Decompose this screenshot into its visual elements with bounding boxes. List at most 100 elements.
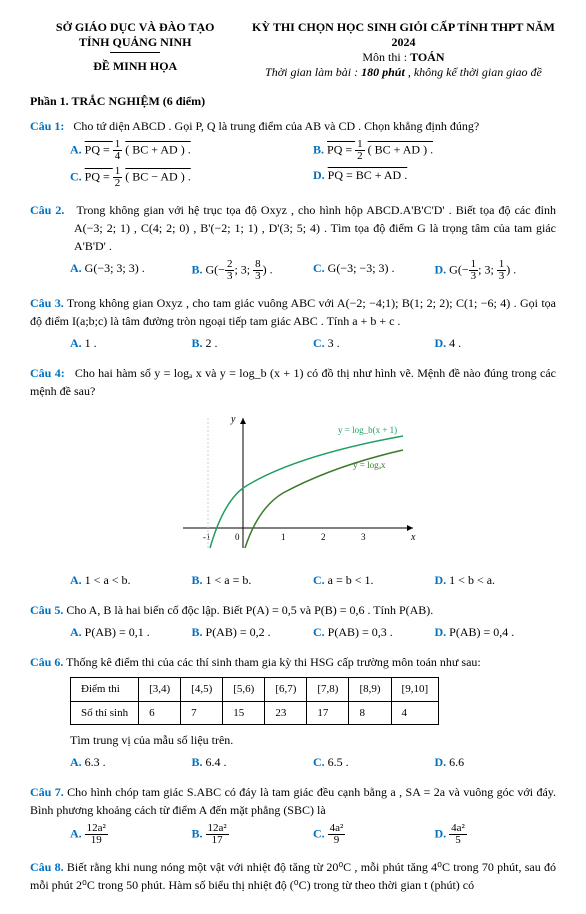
q1-text: Cho tứ diện ABCD . Gọi P, Q là trung điể… <box>73 119 479 133</box>
q7-text: Cho hình chóp tam giác S.ABC có đáy là t… <box>30 785 556 817</box>
q5-opt-d: D. P(AB) = 0,4 . <box>435 623 557 641</box>
q7dl: D. <box>435 826 447 840</box>
duration-prefix: Thời gian làm bài : <box>265 65 361 79</box>
xt0: -1 <box>203 532 211 542</box>
q4-label: Câu 4: <box>30 366 65 380</box>
q4-opt-a: A. 1 < a < b. <box>70 571 192 589</box>
q5-opt-a: A. P(AB) = 0,1 . <box>70 623 192 641</box>
q1-c-pre: PQ = <box>85 169 113 183</box>
q4bl: B. <box>192 573 203 587</box>
xt1: 0 <box>235 532 240 542</box>
q5-label: Câu 5. <box>30 603 63 617</box>
q5ct: P(AB) = 0,3 . <box>328 625 393 639</box>
q2b-mid: ; 3; <box>234 262 253 276</box>
q4-opt-d: D. 1 < b < a. <box>435 571 557 589</box>
q3b-l: B. <box>192 336 203 350</box>
bin-1: [4,5) <box>181 678 223 702</box>
q3c-l: C. <box>313 336 325 350</box>
y-label: y <box>230 414 236 425</box>
q5al: A. <box>70 625 82 639</box>
q2-label: Câu 2. <box>30 203 64 217</box>
q7-opt-d: D. 4a²5 <box>435 823 557 846</box>
q3-opt-b: B. 2 . <box>192 334 314 352</box>
org-line-2: TỈNH QUẢNG NINH <box>30 35 240 50</box>
cnt-6: 4 <box>391 701 439 725</box>
table-row: Điểm thi [3,4) [4,5) [5,6) [6,7) [7,8) [… <box>71 678 439 702</box>
duration-suffix: , không kể thời gian giao đề <box>408 65 542 79</box>
q1-c-post: ( BC − AD ) . <box>125 169 190 183</box>
q3-text: Trong không gian Oxyz , cho tam giác vuô… <box>30 296 556 328</box>
q2d-label: D. <box>435 262 447 276</box>
q2b-d2: 3 <box>253 271 263 282</box>
cnt-4: 17 <box>307 701 349 725</box>
x-label: x <box>410 532 416 543</box>
q1-c-den: 2 <box>113 178 123 189</box>
table-row: Số thí sinh 6 7 15 23 17 8 4 <box>71 701 439 725</box>
q6bt: 6.4 . <box>206 755 227 769</box>
q2d-post: ) . <box>506 262 516 276</box>
q2-opt-c: C. G(−3; −3; 3) . <box>313 259 435 282</box>
opt-d-label: D. <box>313 168 325 182</box>
q2b-label: B. <box>192 262 203 276</box>
bin-2: [5,6) <box>223 678 265 702</box>
cnt-5: 8 <box>349 701 391 725</box>
q1-a-post: ( BC + AD ) . <box>125 142 190 156</box>
q6cl: C. <box>313 755 325 769</box>
q6dl: D. <box>435 755 447 769</box>
page-header: SỞ GIÁO DỤC VÀ ĐÀO TẠO TỈNH QUẢNG NINH Đ… <box>30 20 556 80</box>
q6-opt-d: D. 6.6 <box>435 753 557 771</box>
curve2-label: y = logₐx <box>353 460 386 470</box>
q4bt: 1 < a = b. <box>206 573 252 587</box>
q5cl: C. <box>313 625 325 639</box>
q6-text: Thống kê điểm thi của các thí sinh tham … <box>66 655 481 669</box>
q7-label: Câu 7. <box>30 785 64 799</box>
q4al: A. <box>70 573 82 587</box>
subject-line: Môn thi : TOÁN <box>251 50 556 65</box>
q7-opt-c: C. 4a²9 <box>313 823 435 846</box>
question-4: Câu 4: Cho hai hàm số y = logₐ x và y = … <box>30 364 556 593</box>
q6dt: 6.6 <box>449 755 464 769</box>
cnt-3: 23 <box>265 701 307 725</box>
q3-opt-d: D. 4 . <box>435 334 557 352</box>
q1-opt-a: A. PQ = 14 ( BC + AD ) . <box>70 139 313 162</box>
xt3: 2 <box>321 532 326 542</box>
q5-text: Cho A, B là hai biến cố độc lập. Biết P(… <box>66 603 433 617</box>
bin-4: [7,8) <box>307 678 349 702</box>
org-line-1: SỞ GIÁO DỤC VÀ ĐÀO TẠO <box>30 20 240 35</box>
question-8: Câu 8. Biết rằng khi nung nóng một vật v… <box>30 858 556 894</box>
q1-opt-c: C. PQ = 12 ( BC − AD ) . <box>70 166 313 189</box>
q3a-t: 1 . <box>85 336 97 350</box>
q3-opt-c: C. 3 . <box>313 334 435 352</box>
q4dl: D. <box>435 573 447 587</box>
q4-opt-b: B. 1 < a = b. <box>192 571 314 589</box>
question-2: Câu 2. Trong không gian với hệ trục tọa … <box>30 201 556 286</box>
q3d-t: 4 . <box>449 336 461 350</box>
q2-text: Trong không gian với hệ trục tọa độ Oxyz… <box>74 203 556 253</box>
q2-opt-b: B. G(−23; 3; 83) . <box>192 259 314 282</box>
question-7: Câu 7. Cho hình chóp tam giác S.ABC có đ… <box>30 783 556 850</box>
th-cnt: Số thí sinh <box>71 701 139 725</box>
q6al: A. <box>70 755 82 769</box>
opt-b-label: B. <box>313 142 324 156</box>
cnt-2: 15 <box>223 701 265 725</box>
q8-label: Câu 8. <box>30 860 64 874</box>
q5bl: B. <box>192 625 203 639</box>
q2-opt-d: D. G(−13; 3; 13) . <box>435 259 557 282</box>
q3a-l: A. <box>70 336 82 350</box>
q6at: 6.3 . <box>85 755 106 769</box>
question-1: Câu 1: Cho tứ diện ABCD . Gọi P, Q là tr… <box>30 117 556 193</box>
q1-opt-b: B. PQ = 12 ( BC + AD ) . <box>313 139 556 162</box>
q6-opt-b: B. 6.4 . <box>192 753 314 771</box>
q6-label: Câu 6. <box>30 655 63 669</box>
bin-6: [9,10] <box>391 678 439 702</box>
q5dt: P(AB) = 0,4 . <box>449 625 514 639</box>
bin-0: [3,4) <box>139 678 181 702</box>
q7bd: 17 <box>206 835 229 846</box>
q1-b-post: ( BC + AD ) . <box>368 142 433 156</box>
exam-title: KỲ THI CHỌN HỌC SINH GIỎI CẤP TỈNH THPT … <box>251 20 556 50</box>
q1-opt-d: D. PQ = BC + AD . <box>313 166 556 189</box>
q2-opt-a: A. G(−3; 3; 3) . <box>70 259 192 282</box>
q4-text: Cho hai hàm số y = logₐ x và y = log_b (… <box>30 366 556 398</box>
q2-a-text: G(−3; 3; 3) . <box>85 261 145 275</box>
duration-value: 180 phút <box>361 65 405 79</box>
